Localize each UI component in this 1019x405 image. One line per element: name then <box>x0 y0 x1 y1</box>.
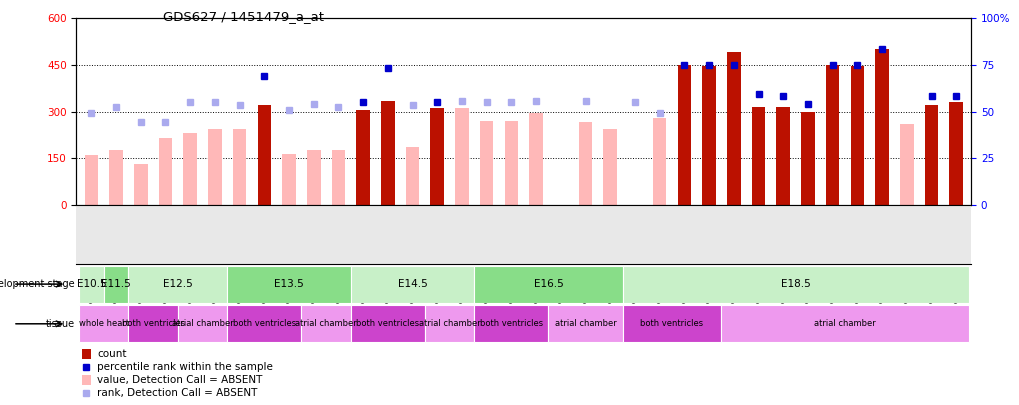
Bar <box>430 109 443 205</box>
Bar <box>82 349 91 359</box>
Text: E18.5: E18.5 <box>780 279 810 289</box>
Bar <box>227 266 351 303</box>
Text: atrial chamber: atrial chamber <box>554 319 615 328</box>
Bar <box>82 375 91 385</box>
Bar <box>677 65 691 205</box>
Bar <box>924 105 937 205</box>
Bar <box>78 305 128 342</box>
Text: count: count <box>97 349 126 359</box>
Bar <box>227 305 301 342</box>
Bar <box>109 151 122 205</box>
Bar <box>104 266 128 303</box>
Text: value, Detection Call = ABSENT: value, Detection Call = ABSENT <box>97 375 262 385</box>
Text: development stage: development stage <box>0 279 74 289</box>
Text: both ventricles: both ventricles <box>640 319 703 328</box>
Bar <box>183 133 197 205</box>
Bar <box>702 66 715 205</box>
Bar <box>850 66 863 205</box>
Text: rank, Detection Call = ABSENT: rank, Detection Call = ABSENT <box>97 388 257 399</box>
Bar <box>775 107 790 205</box>
Text: GDS627 / 1451479_a_at: GDS627 / 1451479_a_at <box>163 10 324 23</box>
Bar <box>622 305 720 342</box>
Text: E10.5: E10.5 <box>76 279 106 289</box>
Bar <box>899 124 913 205</box>
Bar <box>356 110 370 205</box>
Bar <box>177 305 227 342</box>
Text: both ventricles: both ventricles <box>479 319 542 328</box>
Text: atrial chamber: atrial chamber <box>813 319 875 328</box>
Bar <box>474 305 548 342</box>
Bar <box>825 65 839 205</box>
Text: atrial chamber: atrial chamber <box>171 319 233 328</box>
Bar <box>800 111 814 205</box>
Bar <box>406 147 419 205</box>
Bar <box>751 107 764 205</box>
Bar <box>381 101 394 205</box>
Bar <box>720 305 968 342</box>
Bar <box>128 266 227 303</box>
Bar <box>622 266 968 303</box>
Text: E11.5: E11.5 <box>101 279 130 289</box>
Bar <box>208 129 221 205</box>
Bar <box>351 305 425 342</box>
Bar <box>257 105 271 205</box>
Text: E14.5: E14.5 <box>397 279 427 289</box>
Bar <box>548 305 622 342</box>
Text: E16.5: E16.5 <box>533 279 562 289</box>
Bar <box>652 118 665 205</box>
Bar <box>454 109 469 205</box>
Bar <box>474 266 622 303</box>
Text: both ventricles: both ventricles <box>356 319 419 328</box>
Bar <box>307 151 320 205</box>
Bar <box>85 155 98 205</box>
Text: whole heart: whole heart <box>78 319 128 328</box>
Text: E13.5: E13.5 <box>274 279 304 289</box>
Bar <box>874 49 888 205</box>
Text: both ventricles: both ventricles <box>121 319 184 328</box>
Bar <box>529 113 542 205</box>
Bar <box>78 266 104 303</box>
Bar <box>949 102 962 205</box>
Bar <box>578 122 592 205</box>
Text: both ventricles: both ventricles <box>232 319 296 328</box>
Bar <box>133 164 148 205</box>
Bar <box>128 305 177 342</box>
Bar <box>159 138 172 205</box>
Bar <box>603 129 616 205</box>
Bar <box>331 151 344 205</box>
Text: E12.5: E12.5 <box>163 279 193 289</box>
Text: percentile rank within the sample: percentile rank within the sample <box>97 362 272 372</box>
Bar <box>351 266 474 303</box>
Bar <box>479 121 493 205</box>
Text: atrial chamber: atrial chamber <box>294 319 357 328</box>
Bar <box>232 129 247 205</box>
Bar <box>282 153 296 205</box>
Bar <box>425 305 474 342</box>
Text: tissue: tissue <box>45 319 74 329</box>
Bar <box>301 305 351 342</box>
Bar <box>504 121 518 205</box>
Text: atrial chamber: atrial chamber <box>419 319 480 328</box>
Bar <box>727 53 740 205</box>
